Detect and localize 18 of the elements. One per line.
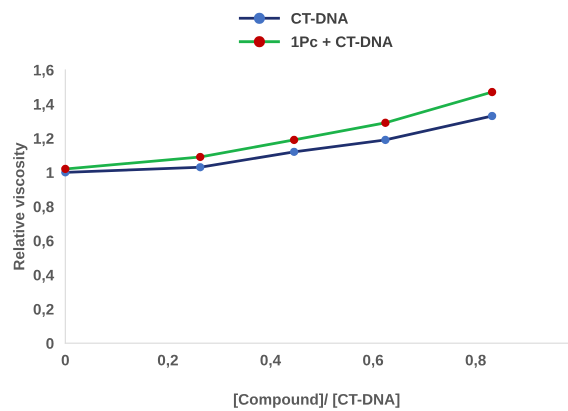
x-tick-label: 0,2 — [158, 354, 178, 368]
y-tick-label: 1 — [46, 167, 54, 178]
y-tick-label: 0 — [46, 338, 54, 349]
y-tick-label: 0,2 — [34, 304, 54, 317]
legend-label: 1Pc + CT-DNA — [292, 36, 393, 48]
y-tick-label: 1,2 — [34, 133, 54, 146]
y-tick-label: 0,8 — [34, 201, 54, 214]
y-axis-title: Relative viscosity — [13, 142, 28, 270]
y-tick-label: 1,4 — [34, 99, 54, 112]
x-tick-label: 0,6 — [363, 354, 384, 368]
y-tick-label: 0,6 — [34, 236, 54, 249]
x-tick-label: 0,4 — [260, 354, 282, 368]
x-axis-title: [Compound]/ [CT-DNA] — [234, 394, 400, 408]
x-tick-label: 0,8 — [466, 354, 486, 368]
x-tick-label: 0 — [62, 354, 69, 366]
y-tick-label: 0,4 — [34, 270, 54, 283]
legend-label: CT-DNA — [291, 12, 348, 24]
y-tick-label: 1,6 — [34, 64, 54, 78]
